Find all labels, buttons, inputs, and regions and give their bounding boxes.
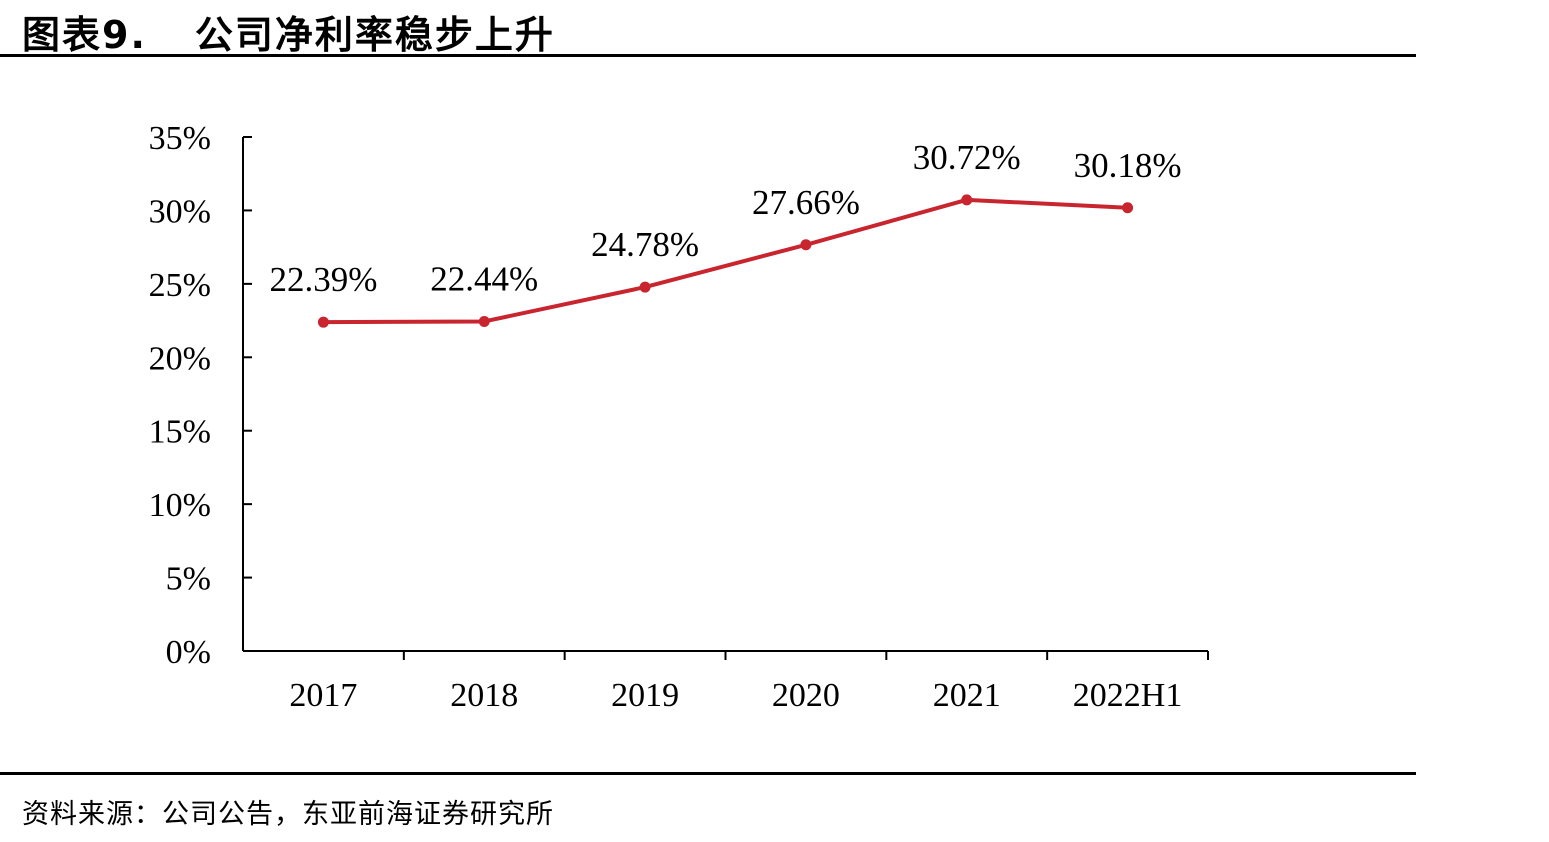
x-tick-label: 2017 — [289, 677, 357, 714]
x-tick-label: 2018 — [450, 677, 518, 714]
data-point — [961, 194, 973, 206]
x-tick-label: 2021 — [933, 677, 1001, 714]
x-tick-label: 2020 — [772, 677, 840, 714]
y-tick-label: 10% — [149, 487, 211, 524]
y-tick-label: 15% — [149, 414, 211, 451]
data-labels: 22.39% 22.44% 24.78% 27.66% 30.72% 30.18% — [269, 138, 1181, 299]
data-label: 27.66% — [752, 183, 860, 222]
y-tick-label: 25% — [149, 267, 211, 304]
data-label: 30.72% — [913, 138, 1021, 177]
y-tick-label: 0% — [166, 634, 211, 671]
y-tick-label: 5% — [166, 561, 211, 598]
series-line — [323, 197, 1128, 325]
x-tick-label: 2022H1 — [1073, 677, 1183, 714]
data-point — [639, 281, 651, 293]
y-axis-ticks: 0% 5% 10% 15% 20% 25% 30% 35% — [149, 120, 252, 671]
data-point — [478, 315, 490, 327]
data-label: 30.18% — [1074, 146, 1182, 185]
chart-title: 公司净利率稳步上升 — [194, 13, 555, 57]
data-label: 22.44% — [430, 259, 538, 298]
x-axis-ticks: 2017 2018 2019 2020 2021 2022H1 — [289, 651, 1209, 714]
axes — [242, 137, 1208, 652]
figure-label: 图表9. — [22, 13, 147, 57]
chart-title-block: 图表9. 公司净利率稳步上升 — [22, 4, 555, 59]
data-point — [1122, 202, 1134, 214]
series-group — [317, 194, 1134, 328]
data-label: 24.78% — [591, 225, 699, 264]
y-tick-label: 35% — [149, 120, 211, 157]
x-tick-label: 2019 — [611, 677, 679, 714]
source-note: 资料来源：公司公告，东亚前海证券研究所 — [22, 799, 554, 830]
data-point — [317, 316, 329, 328]
data-point — [800, 239, 812, 251]
y-tick-label: 30% — [149, 193, 211, 230]
y-tick-label: 20% — [149, 340, 211, 377]
data-label: 22.39% — [269, 260, 377, 299]
top-rule — [0, 54, 1416, 57]
bottom-rule — [0, 772, 1416, 775]
